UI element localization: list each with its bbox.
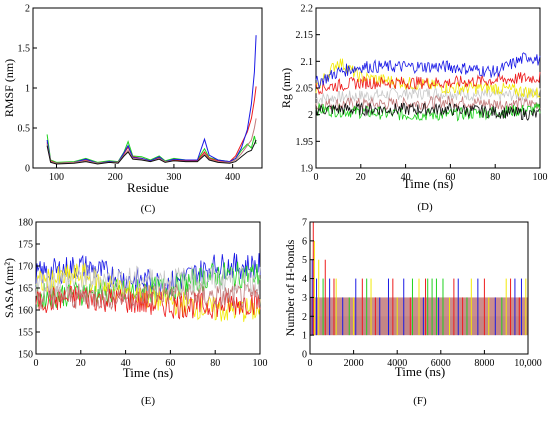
panel-d-ytick-label: 2.1	[301, 57, 314, 68]
panel-d-ytick-label: 2.2	[301, 4, 314, 15]
panel-c-ytick-label: 2	[25, 4, 30, 15]
panel-d-label: (D)	[417, 201, 433, 213]
panel-e-ytick-label: 175	[18, 240, 33, 251]
panel-e-xtick-label: 0	[34, 358, 39, 369]
panel-d-series-red	[315, 71, 541, 96]
panel-c-ytick-label: 0	[25, 164, 30, 175]
panel-f-ytick-label: 5	[302, 255, 307, 266]
panel-e-ytick-label: 170	[18, 262, 33, 273]
panel-d-xtick-label: 20	[356, 172, 366, 183]
panel-e-xtick-label: 20	[76, 358, 86, 369]
panel-e-chart: 0 20 40 60 80 100 150 155 160 165 170 175 180 Time (…	[2, 218, 268, 408]
panel-d-xtick-label: 100	[533, 172, 548, 183]
panel-c-ytick-label: 1.5	[18, 44, 31, 55]
panel-f-xtick-label: 4000	[387, 358, 407, 369]
panel-f-xtick-label: 10,000	[514, 358, 542, 369]
panel-e-xtick-label: 100	[253, 358, 268, 369]
panel-f-xtick-label: 0	[308, 358, 313, 369]
panel-e-ytick-label: 155	[18, 328, 33, 339]
panel-e-series-gray	[35, 265, 261, 296]
panel-f-ytick-label: 4	[302, 274, 307, 285]
panel-c-xtick-label: 300	[166, 172, 181, 183]
panel-c-plot-frame	[32, 7, 263, 169]
panel-d-xlabel: Time (ns)	[403, 176, 453, 191]
panel-d-xtick-label: 40	[401, 172, 411, 183]
panel-f-ylabel: Number of H-bonds	[283, 239, 297, 336]
panel-e-label: (E)	[141, 395, 155, 407]
panel-d-xtick-label: 80	[490, 172, 500, 183]
panel-d-series-yellow	[315, 58, 541, 99]
panel-d-ytick-label: 2.15	[296, 30, 314, 41]
panel-c-ytick-label: 0.5	[18, 124, 31, 135]
panel-d-xtick-label: 0	[314, 172, 319, 183]
panel-d-xtick-label: 60	[445, 172, 455, 183]
panel-e-xtick-label: 60	[165, 358, 175, 369]
panel-e-xlabel: Time (ns)	[123, 365, 173, 380]
panel-c-xtick-label: 200	[108, 172, 123, 183]
panel-c-ylabel: RMSF (nm)	[2, 59, 16, 117]
panel-f-ytick-label: 0	[302, 350, 307, 361]
panel-f-xtick-label: 8000	[474, 358, 494, 369]
panel-d-ytick-label: 1.9	[301, 164, 314, 175]
panel-d-ytick-label: 2.05	[296, 84, 314, 95]
panel-c-xlabel: Residue	[127, 180, 169, 195]
panel-f-chart: 0 2000 4000 6000 8000 10,000 0 1 2 3 4 5 6 7 Time (ns…	[283, 218, 542, 408]
panel-e-xtick-label: 80	[210, 358, 220, 369]
panel-f-ytick-label: 1	[302, 331, 307, 342]
panel-f-xlabel: Time (ns)	[395, 364, 445, 379]
panel-e-ytick-label: 180	[18, 218, 33, 229]
panel-e-series-red	[35, 285, 261, 320]
panel-e-series-brown	[35, 281, 261, 311]
panel-d-plot-frame	[315, 7, 541, 169]
panel-c-xtick-label: 100	[49, 172, 64, 183]
panel-c-series-brown	[46, 118, 257, 164]
panel-f-label: (F)	[413, 395, 427, 407]
panel-c-xtick-label: 400	[225, 172, 240, 183]
panel-f-xtick-label: 6000	[431, 358, 451, 369]
panel-c-series-green	[46, 134, 257, 163]
panel-d-ytick-label: 1.95	[296, 137, 314, 148]
panel-f-ytick-label: 2	[302, 312, 307, 323]
panel-d-series-gray	[315, 87, 541, 105]
panel-d-series-black	[315, 101, 541, 121]
panel-e-ytick-label: 165	[18, 284, 33, 295]
panel-d-chart: 0 20 40 60 80 100 1.9 1.95 2 2.05 2.1 2.15 2.2 Time …	[279, 4, 548, 214]
panel-f-ytick-label: 3	[302, 293, 307, 304]
panel-c-series-black	[46, 139, 257, 165]
panel-e-xtick-label: 40	[121, 358, 131, 369]
panel-c-label: (C)	[141, 203, 156, 215]
panel-e-ytick-label: 150	[18, 350, 33, 361]
panel-d-series-blue	[315, 52, 541, 89]
panel-e-series-blue	[35, 252, 261, 297]
panel-e-ytick-label: 160	[18, 306, 33, 317]
panel-d-ytick-label: 2	[308, 110, 313, 121]
panel-c-ytick-label: 1	[25, 84, 30, 95]
panel-c-series-blue	[46, 35, 257, 164]
panel-d-ylabel: Rg (nm)	[279, 68, 293, 108]
panel-e-ylabel: SASA (nm²)	[2, 258, 16, 318]
panel-f-ytick-label: 7	[302, 218, 307, 229]
panel-f-ytick-label: 6	[302, 236, 307, 247]
panel-f-xtick-label: 2000	[344, 358, 364, 369]
panel-d-series-brown	[315, 94, 541, 111]
